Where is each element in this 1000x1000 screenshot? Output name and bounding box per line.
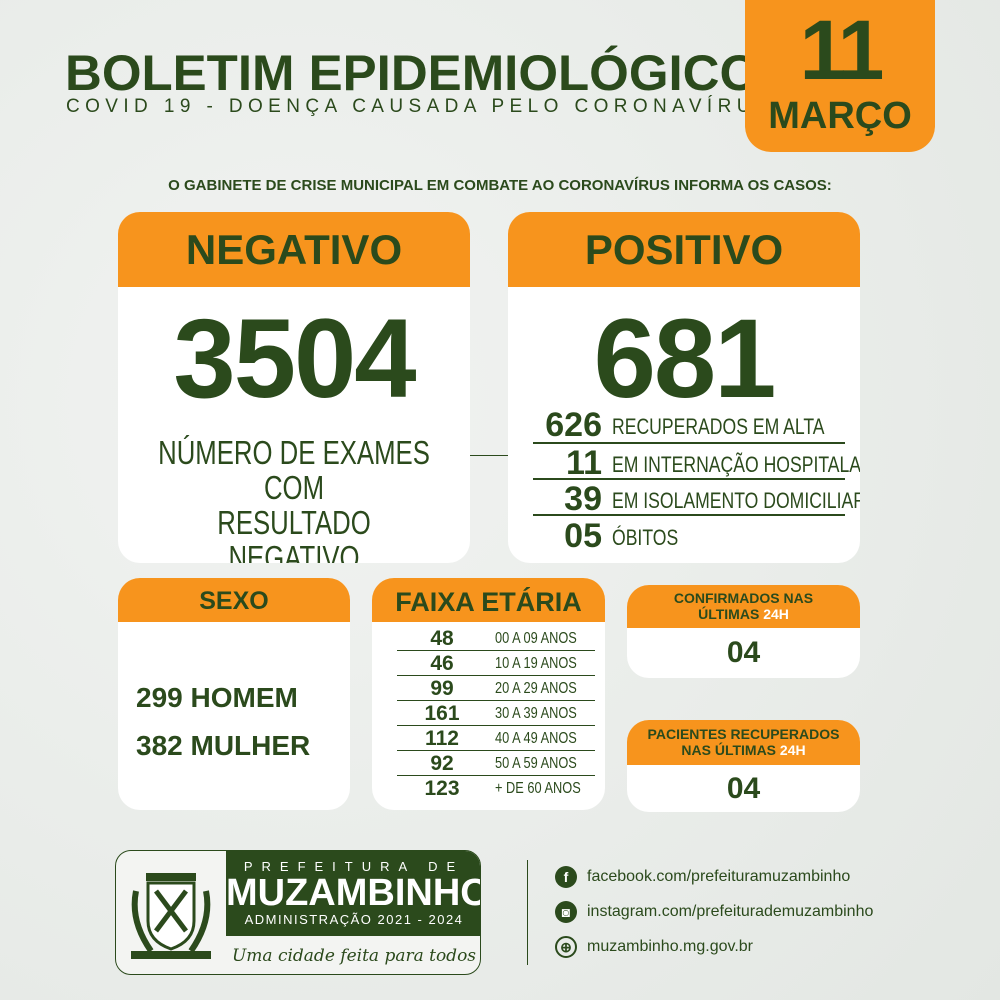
faixa-row: 123 + DE 60 ANOS — [372, 776, 605, 801]
sexo-mulher: 382 MULHER — [136, 730, 311, 761]
faixa-label: 00 A 09 ANOS — [495, 630, 577, 647]
facebook-text: facebook.com/prefeituramuzambinho — [587, 868, 851, 885]
negativo-desc-2: RESULTADO NEGATIVO — [217, 504, 371, 563]
crest-icon — [116, 851, 226, 974]
header-line: CONFIRMADOS NAS — [673, 590, 814, 606]
faixa-row: 48 00 A 09 ANOS — [372, 626, 605, 651]
globe-icon: ⊕ — [555, 936, 577, 958]
faixa-label: 50 A 59 ANOS — [495, 755, 577, 772]
positivo-row: 11 EM INTERNAÇÃO HOSPITALAR — [508, 444, 860, 482]
divider — [397, 700, 595, 701]
faixa-value: 48 — [430, 627, 454, 650]
recuperados-header: PACIENTES RECUPERADOS NAS ÚLTIMAS 24H — [627, 720, 860, 765]
divider — [533, 478, 845, 480]
sexo-card: SEXO 299 HOMEM 382 MULHER — [118, 578, 350, 810]
faixa-row: 161 30 A 39 ANOS — [372, 701, 605, 726]
faixa-card: FAIXA ETÁRIA 48 00 A 09 ANOS 46 10 A 19 ANO… — [372, 578, 605, 810]
divider — [397, 675, 595, 676]
negativo-desc-1: NÚMERO DE EXAMES COM — [158, 434, 430, 506]
faixa-label: 10 A 19 ANOS — [495, 655, 577, 672]
facebook-link[interactable]: f facebook.com/prefeituramuzambinho — [555, 866, 850, 888]
divider — [397, 775, 595, 776]
recuperados-card: PACIENTES RECUPERADOS NAS ÚLTIMAS 24H 04 — [627, 720, 860, 812]
row-value: 626 — [545, 406, 602, 444]
row-value: 11 — [566, 444, 602, 482]
positivo-value: 681 — [593, 296, 777, 421]
faixa-row: 46 10 A 19 ANOS — [372, 651, 605, 676]
row-label: ÓBITOS — [612, 525, 679, 550]
row-label: EM INTERNAÇÃO HOSPITALAR — [612, 452, 860, 477]
negativo-value: 3504 — [173, 296, 416, 421]
divider — [397, 725, 595, 726]
faixa-row: 112 40 A 49 ANOS — [372, 726, 605, 751]
divider — [527, 860, 528, 965]
positivo-header: POSITIVO — [508, 212, 860, 287]
date-day: 11 — [799, 3, 885, 97]
faixa-value: 46 — [430, 652, 454, 675]
positivo-row: 626 RECUPERADOS EM ALTA — [508, 406, 860, 444]
header-highlight: 24H — [779, 742, 806, 758]
date-badge: 11 MARÇO — [745, 0, 935, 152]
date-month: MARÇO — [768, 95, 912, 137]
sexo-header: SEXO — [118, 578, 350, 622]
positivo-card: POSITIVO 681 626 RECUPERADOS EM ALTA 11 EM… — [508, 212, 860, 563]
positivo-row: 05 ÓBITOS — [508, 517, 860, 555]
instagram-link[interactable]: ◙ instagram.com/prefeiturademuzambinho — [555, 901, 873, 923]
row-value: 05 — [564, 517, 602, 555]
confirmados-card: CONFIRMADOS NAS ÚLTIMAS 24H 04 — [627, 585, 860, 678]
faixa-label: 20 A 29 ANOS — [495, 680, 577, 697]
website-link[interactable]: ⊕ muzambinho.mg.gov.br — [555, 936, 753, 958]
intro-text: O GABINETE DE CRISE MUNICIPAL EM COMBATE… — [168, 177, 832, 194]
faixa-header: FAIXA ETÁRIA — [372, 578, 605, 622]
logo-city: MUZAMBINHO — [226, 872, 481, 914]
header-highlight: 24H — [763, 606, 789, 622]
divider — [397, 750, 595, 751]
row-label: RECUPERADOS EM ALTA — [612, 414, 825, 439]
faixa-value: 161 — [424, 702, 460, 725]
instagram-icon: ◙ — [555, 901, 577, 923]
row-label: EM ISOLAMENTO DOMICILIAR — [612, 488, 860, 513]
faixa-value: 92 — [430, 752, 454, 775]
logo-admin: ADMINISTRAÇÃO 2021 - 2024 — [244, 912, 464, 927]
divider — [533, 514, 845, 516]
divider — [533, 442, 845, 444]
sexo-homem: 299 HOMEM — [136, 682, 298, 713]
faixa-row: 99 20 A 29 ANOS — [372, 676, 605, 701]
prefeitura-logo: PREFEITURA DE MUZAMBINHO ADMINISTRAÇÃO 2… — [115, 850, 481, 975]
negativo-header: NEGATIVO — [118, 212, 470, 287]
divider — [397, 650, 595, 651]
faixa-value: 99 — [430, 677, 454, 700]
negativo-card: NEGATIVO 3504 NÚMERO DE EXAMES COM RESUL… — [118, 212, 470, 563]
row-value: 39 — [564, 480, 602, 518]
header-line: ÚLTIMAS — [698, 606, 764, 622]
recuperados-value: 04 — [726, 772, 761, 805]
header-line: NAS ÚLTIMAS — [681, 742, 780, 758]
faixa-label: 40 A 49 ANOS — [495, 730, 577, 747]
instagram-text: instagram.com/prefeiturademuzambinho — [587, 903, 874, 920]
logo-slogan: Uma cidade feita para todos — [231, 946, 477, 966]
faixa-label: 30 A 39 ANOS — [495, 705, 577, 722]
faixa-value: 112 — [425, 727, 459, 750]
faixa-row: 92 50 A 59 ANOS — [372, 751, 605, 776]
faixa-label: + DE 60 ANOS — [495, 780, 581, 797]
connector-line — [470, 455, 508, 456]
facebook-icon: f — [555, 866, 577, 888]
header-line: PACIENTES RECUPERADOS — [647, 726, 840, 742]
page-subtitle: COVID 19 - DOENÇA CAUSADA PELO CORONAVÍR… — [66, 96, 774, 117]
logo-prefeitura: PREFEITURA DE — [243, 859, 465, 874]
faixa-value: 123 — [424, 777, 460, 800]
positivo-row: 39 EM ISOLAMENTO DOMICILIAR — [508, 480, 860, 518]
page-title: BOLETIM EPIDEMIOLÓGICO — [65, 45, 760, 101]
confirmados-header: CONFIRMADOS NAS ÚLTIMAS 24H — [627, 585, 860, 628]
website-text: muzambinho.mg.gov.br — [587, 938, 753, 955]
confirmados-value: 04 — [726, 636, 761, 669]
